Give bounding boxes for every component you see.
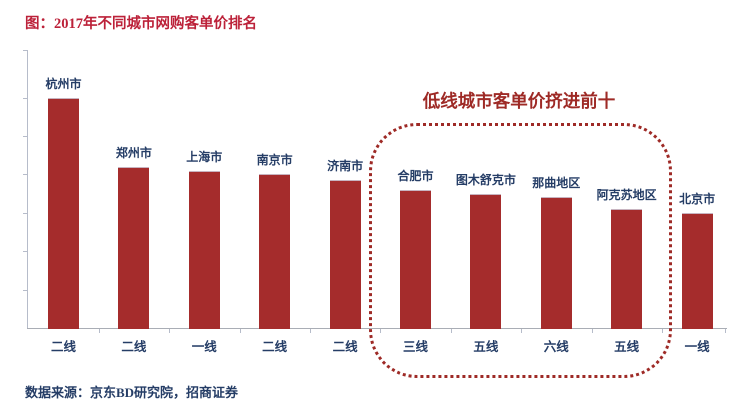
x-tick-label: 五线 <box>473 340 499 354</box>
bar <box>540 197 572 329</box>
x-axis-tick <box>725 329 726 333</box>
x-tick-label: 一线 <box>191 340 217 354</box>
bar-label: 郑州市 <box>115 145 152 160</box>
bar-label: 北京市 <box>679 191 716 206</box>
bar <box>470 193 502 329</box>
x-axis <box>27 328 727 329</box>
x-tick-label: 二线 <box>50 340 77 354</box>
y-axis-tick <box>23 251 27 253</box>
y-axis-tick <box>23 289 27 291</box>
y-axis-tick <box>23 174 27 176</box>
x-axis-tick <box>309 329 311 333</box>
x-tick-label: 六线 <box>543 340 569 354</box>
x-axis-tick <box>521 329 523 333</box>
y-axis-tick <box>23 97 27 99</box>
bar <box>259 174 291 329</box>
y-axis-tick <box>23 50 27 51</box>
x-tick-label: 二线 <box>332 340 358 354</box>
bar <box>681 212 713 329</box>
y-axis-tick <box>23 212 27 214</box>
x-axis-tick <box>591 329 593 333</box>
x-axis-tick <box>169 329 171 333</box>
bar-label: 济南市 <box>327 159 364 174</box>
bar-label: 南京市 <box>256 153 293 168</box>
highlight-box <box>369 123 672 378</box>
bar-label: 上海市 <box>186 149 223 164</box>
bar-label: 杭州市 <box>45 76 82 91</box>
source-note: 数据来源：京东BD研究院，招商证券 <box>25 385 239 400</box>
bar <box>329 180 361 329</box>
x-axis-tick <box>98 329 100 333</box>
chart-title: 图：2017年不同城市网购客单价排名 <box>25 16 257 32</box>
bar <box>188 170 220 329</box>
x-axis-tick <box>450 329 452 333</box>
bar-label: 那曲地区 <box>532 176 581 191</box>
y-axis-tick <box>23 136 27 137</box>
bar-label: 合肥市 <box>397 168 434 183</box>
y-axis <box>27 50 28 328</box>
bar <box>611 208 643 329</box>
annotation-label: 低线城市客单价挤进前十 <box>422 91 616 111</box>
x-tick-label: 二线 <box>262 340 288 354</box>
x-axis-tick <box>239 329 241 333</box>
bar <box>48 97 79 329</box>
bar-label: 阿克苏地区 <box>596 187 657 202</box>
bar-label: 图木舒克市 <box>455 172 516 187</box>
bar <box>118 166 150 329</box>
x-tick-label: 一线 <box>684 340 710 354</box>
x-tick-label: 二线 <box>121 340 147 354</box>
bar <box>400 189 431 329</box>
